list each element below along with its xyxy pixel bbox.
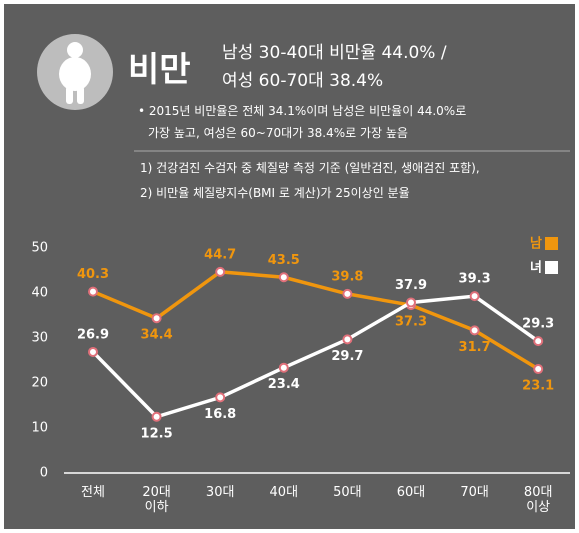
bullet: • 2015년 비만율은 전체 34.1%이며 남성은 비만율이 44.0%로 — [138, 104, 467, 118]
y-tick-label: 40 — [31, 286, 48, 301]
point — [278, 272, 289, 283]
data-label: 43.5 — [268, 253, 300, 268]
y-tick-label: 50 — [31, 241, 48, 256]
data-label: 31.7 — [459, 340, 491, 355]
point — [469, 291, 480, 302]
bullet: 가장 높고, 여성은 60~70대가 38.4%로 가장 높음 — [148, 126, 408, 140]
point — [406, 297, 416, 308]
y-tick-label: 30 — [31, 331, 48, 346]
icon — [59, 42, 91, 104]
line — [92, 270, 540, 371]
point — [88, 346, 98, 357]
note: 1) 건강검진 수검자 중 체질량 측정 기준 (일반검진, 생애검진 포함), — [140, 161, 480, 175]
x-tick-label: 80대 이상 — [523, 485, 553, 515]
data-label: 23.4 — [268, 377, 300, 392]
point — [88, 286, 98, 297]
x-tick-label: 70대 — [460, 485, 489, 500]
data-label: 40.3 — [77, 267, 109, 282]
point — [278, 362, 289, 373]
legend-label: 녀 — [530, 260, 542, 276]
legend-swatch — [545, 261, 558, 274]
x-tick-label: 30대 — [205, 485, 235, 500]
data-label: 37.3 — [395, 315, 427, 330]
point — [533, 336, 544, 347]
point — [151, 313, 162, 324]
y-tick-label: 10 — [31, 421, 48, 436]
legend-label: 남 — [530, 236, 542, 252]
data-label: 26.9 — [77, 327, 109, 342]
x-tick-label: 60대 — [396, 485, 426, 500]
headline: 남성 30-40대 비만율 44.0% / — [222, 43, 447, 63]
headline: 여성 60-70대 38.4% — [222, 71, 384, 91]
data-label: 39.8 — [331, 269, 363, 284]
point — [215, 392, 226, 403]
data-label: 44.7 — [204, 247, 236, 262]
point — [469, 325, 480, 336]
chart: 0 10 20 30 40 50 40.3 34.4 44.7 43.5 39.8 37.3 31.7 2… — [31, 34, 570, 481]
data-label: 37.9 — [395, 278, 427, 293]
point — [342, 288, 353, 299]
data-label: 39.3 — [459, 272, 491, 287]
data-label: 12.5 — [141, 426, 173, 441]
data-label: 29.7 — [331, 349, 363, 364]
point — [533, 364, 544, 375]
data-label: 16.8 — [204, 407, 236, 422]
x-tick-label: 50대 — [333, 485, 362, 500]
legend-swatch — [545, 237, 558, 250]
y-tick-label: 0 — [40, 466, 48, 481]
y-tick-label: 20 — [31, 376, 48, 391]
note: 2) 비만율 체질량지수(BMI 로 계산)가 25이상인 분율 — [140, 186, 410, 200]
x-tick-label: 전체 — [81, 485, 105, 500]
point — [215, 266, 226, 277]
point — [151, 411, 162, 422]
point — [342, 334, 353, 345]
data-label: 23.1 — [522, 379, 554, 394]
data-label: 29.3 — [522, 317, 554, 332]
data-label: 34.4 — [141, 328, 173, 343]
line — [91, 294, 540, 419]
x-tick-label: 20대 이하 — [142, 485, 171, 515]
title: 비만 — [128, 50, 191, 90]
x-tick-label: 40대 — [269, 485, 299, 500]
